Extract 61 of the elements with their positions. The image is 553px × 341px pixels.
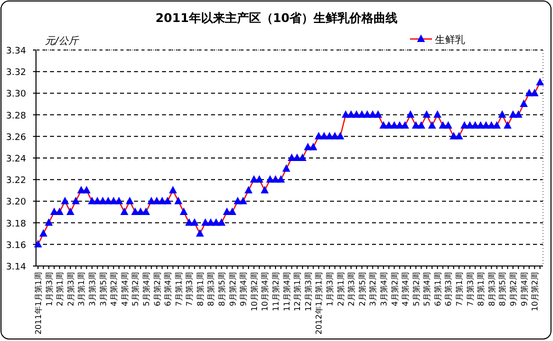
y-tick-label: 3.28	[6, 111, 26, 122]
x-tick-label: 6月第3周	[444, 272, 454, 306]
x-tick-label: 8月第3周	[487, 272, 496, 306]
x-tick-label: 5月第2周	[131, 272, 140, 306]
y-tick-label: 3.16	[6, 240, 26, 251]
legend-label: 生鲜乳	[435, 34, 465, 46]
x-tick-label: 6月第2周	[152, 272, 162, 306]
x-tick-label: 7月第3周	[466, 272, 475, 306]
x-tick-label: 8月第5周	[218, 272, 227, 306]
x-tick-label: 4月第4周	[401, 272, 410, 306]
x-tick-label: 2月第5周	[358, 272, 367, 306]
y-tick-label: 3.24	[6, 154, 26, 164]
y-axis-title: 元/公斤	[45, 35, 80, 47]
y-tick-label: 3.22	[6, 176, 26, 186]
x-tick-label: 9月第2周	[509, 272, 518, 306]
x-tick-label: 7月第1周	[174, 272, 184, 306]
x-tick-label: 3月第3周	[88, 272, 97, 306]
x-tick-label: 6月第4周	[164, 272, 173, 306]
x-tick-label: 2012年1月第1周	[314, 272, 324, 335]
x-tick-label: 11月第4周	[282, 272, 292, 312]
y-tick-label: 3.20	[6, 198, 26, 208]
y-tick-label: 3.30	[6, 90, 26, 100]
x-tick-label: 2月第1周	[336, 272, 346, 306]
y-tick-label: 3.34	[6, 46, 26, 56]
x-tick-label: 5月第4周	[422, 272, 432, 306]
x-tick-label: 1月第3周	[325, 272, 334, 306]
x-tick-label: 4月第2周	[110, 272, 119, 306]
x-tick-label: 7月第3周	[185, 272, 194, 306]
x-tick-label: 8月第5周	[498, 272, 508, 306]
x-tick-label: 12月第3周	[304, 272, 313, 312]
y-tick-label: 3.32	[6, 68, 26, 78]
x-tick-label: 3月第4周	[379, 272, 388, 306]
x-tick-label: 8月第3周	[206, 272, 216, 306]
x-tick-label: 9月第2周	[228, 272, 238, 306]
x-tick-label: 8月第1周	[196, 272, 205, 306]
x-tick-label: 9月第4周	[520, 272, 529, 306]
x-tick-label: 10月第2周	[530, 272, 540, 312]
x-tick-label: 4月第2周	[390, 272, 400, 306]
x-tick-label: 8月第1周	[476, 272, 486, 306]
y-tick-label: 3.26	[6, 132, 26, 143]
x-tick-label: 7月第1周	[455, 272, 464, 306]
chart-title: 2011年以来主产区（10省）生鲜乳价格曲线	[155, 11, 398, 25]
x-tick-label: 2011年1月第1周	[34, 272, 43, 335]
x-tick-label: 3月第5周	[98, 272, 108, 306]
x-tick-label: 4月第4周	[120, 272, 130, 306]
x-tick-label: 5月第4周	[142, 272, 151, 306]
x-tick-label: 6月第1周	[433, 272, 442, 306]
y-tick-label: 3.14	[6, 262, 26, 272]
x-tick-label: 2月第1周	[56, 272, 65, 306]
x-tick-label: 2月第3周	[66, 272, 76, 306]
x-tick-label: 10月第2周	[250, 272, 259, 312]
x-tick-label: 11月第2周	[272, 272, 281, 312]
x-tick-label: 3月第1周	[77, 272, 86, 306]
x-tick-label: 12月第1周	[293, 272, 302, 312]
x-tick-label: 9月第4周	[239, 272, 248, 306]
x-tick-label: 3月第2周	[368, 272, 378, 306]
x-tick-label: 10月第4周	[260, 272, 270, 312]
y-tick-label: 3.18	[6, 219, 26, 230]
x-tick-label: 1月第3周	[44, 272, 54, 306]
x-tick-label: 5月第2周	[412, 272, 421, 306]
x-tick-label: 2月第3周	[347, 272, 356, 306]
